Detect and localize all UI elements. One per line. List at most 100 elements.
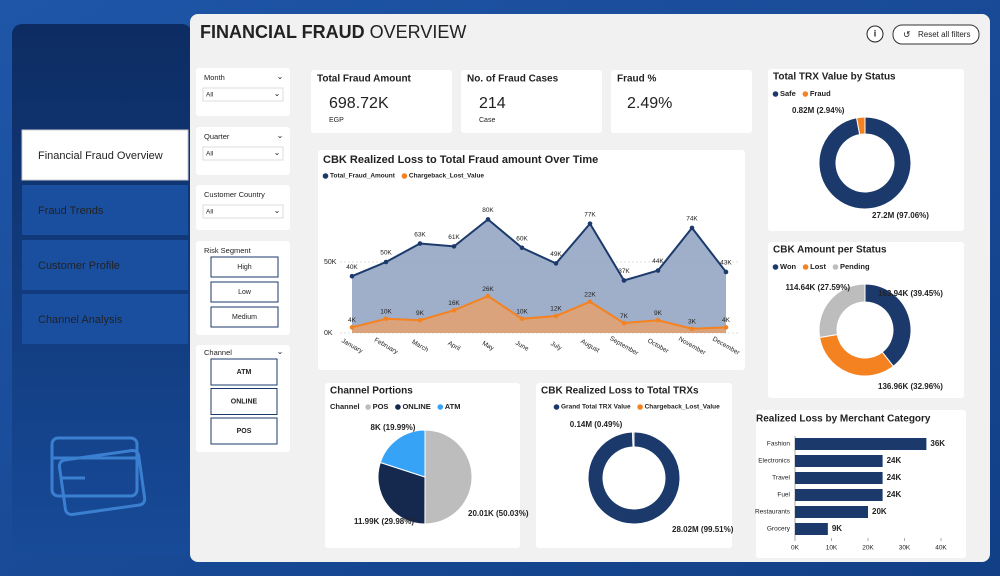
x-tick-label: 20K	[862, 545, 874, 552]
data-point	[553, 313, 559, 319]
dropdown-value: All	[206, 92, 214, 99]
data-point	[587, 221, 593, 226]
data-label: 61K	[448, 234, 460, 241]
slice	[587, 431, 681, 525]
data-label: 43K	[720, 260, 732, 267]
chart-title: CBK Realized Loss to Total Fraud amount …	[323, 154, 598, 166]
kpi-value: 214	[479, 95, 506, 112]
filter-button[interactable]	[210, 417, 278, 445]
data-label: 3K	[688, 318, 697, 325]
bar	[795, 489, 883, 501]
data-label: 0.82M (2.94%)	[792, 106, 845, 115]
data-point	[689, 225, 695, 231]
legend-title: Channel	[330, 402, 360, 411]
legend-dot	[437, 404, 444, 410]
data-label: 4K	[722, 317, 731, 324]
filter-button-label: Low	[238, 289, 252, 296]
filter-label: Risk Segment	[204, 246, 252, 255]
filter-button-label: Medium	[232, 314, 257, 321]
data-label: 40K	[346, 264, 358, 271]
dropdown[interactable]	[202, 204, 284, 219]
data-label: 74K	[686, 216, 698, 223]
kpi-card	[461, 70, 602, 133]
filter-label: Month	[204, 73, 225, 82]
legend-label: ONLINE	[402, 402, 430, 411]
info-icon: i	[874, 28, 877, 38]
chart-title: Total TRX Value by Status	[773, 72, 896, 83]
chart-title: CBK Realized Loss to Total TRXs	[541, 386, 699, 397]
data-point	[655, 268, 661, 273]
nav-label: Customer Profile	[38, 260, 120, 272]
legend-dot	[802, 91, 809, 97]
x-tick-label: 10K	[826, 545, 838, 552]
filter-button[interactable]	[210, 281, 279, 303]
legend-dot	[802, 264, 809, 270]
legend-dot	[772, 264, 779, 270]
slice	[379, 429, 426, 478]
data-point	[451, 307, 457, 313]
data-point	[519, 316, 525, 322]
filter-button-label: High	[237, 264, 252, 271]
slice	[818, 116, 912, 210]
title-rest: OVERVIEW	[370, 22, 467, 42]
data-label: 12K	[550, 306, 562, 313]
data-point	[621, 320, 627, 326]
data-label: 9K	[832, 524, 842, 533]
page-title: FINANCIAL FRAUD OVERVIEW	[200, 22, 466, 42]
data-label: 114.64K (27.59%)	[786, 283, 851, 292]
legend-label: Chargeback_Lost_Value	[409, 173, 485, 180]
legend-dot	[395, 404, 401, 410]
filter-button[interactable]	[210, 358, 278, 386]
data-label: 16K	[448, 300, 460, 307]
kpi-value: 698.72K	[329, 95, 389, 112]
legend-dot	[772, 91, 779, 97]
title-bold: FINANCIAL FRAUD	[200, 22, 365, 42]
filter-button[interactable]	[210, 388, 278, 415]
filter-button-label: POS	[237, 428, 252, 435]
dropdown-arrow: ⌄	[274, 148, 281, 157]
filter-button-label: ATM	[237, 369, 252, 376]
data-label: 163.94K (39.45%)	[878, 289, 943, 298]
slice	[818, 283, 866, 339]
legend-label: Pending	[840, 262, 870, 271]
data-label: 8K (19.99%)	[371, 423, 416, 432]
data-label: 63K	[414, 231, 426, 238]
slice	[424, 429, 473, 525]
nav-button[interactable]	[22, 294, 188, 344]
data-label: 4K	[348, 317, 357, 324]
legend-dot	[637, 404, 643, 410]
data-label: 50K	[380, 250, 392, 257]
kpi-card	[611, 70, 752, 133]
dropdown[interactable]	[202, 146, 284, 161]
dropdown[interactable]	[202, 87, 284, 102]
category-label: Grocery	[767, 526, 791, 533]
reset-button[interactable]	[892, 24, 980, 45]
data-label: 37K	[618, 268, 630, 275]
info-button[interactable]	[866, 25, 884, 43]
category-label: Restaurants	[755, 509, 791, 516]
data-label: 10K	[380, 309, 392, 316]
legend-label: Total_Fraud_Amount	[330, 173, 396, 180]
filter-button[interactable]	[210, 256, 279, 278]
dropdown-arrow: ⌄	[274, 206, 281, 215]
data-point	[349, 325, 355, 330]
data-label: 36K	[930, 439, 945, 448]
kpi-card	[311, 70, 452, 133]
data-point	[485, 217, 491, 222]
slice	[856, 116, 866, 136]
nav-button[interactable]	[22, 185, 188, 235]
data-point	[553, 261, 559, 266]
data-point	[519, 245, 525, 251]
data-point	[621, 278, 627, 283]
dropdown-value: All	[206, 151, 214, 158]
data-point	[349, 273, 355, 279]
series-line	[351, 218, 727, 282]
filter-button[interactable]	[210, 306, 279, 328]
bar	[795, 523, 828, 535]
kpi-label: Total Fraud Amount	[317, 74, 412, 85]
data-label: 22K	[584, 291, 596, 298]
nav-button[interactable]	[22, 240, 188, 290]
nav-button[interactable]	[21, 129, 189, 181]
legend-label: POS	[373, 402, 389, 411]
